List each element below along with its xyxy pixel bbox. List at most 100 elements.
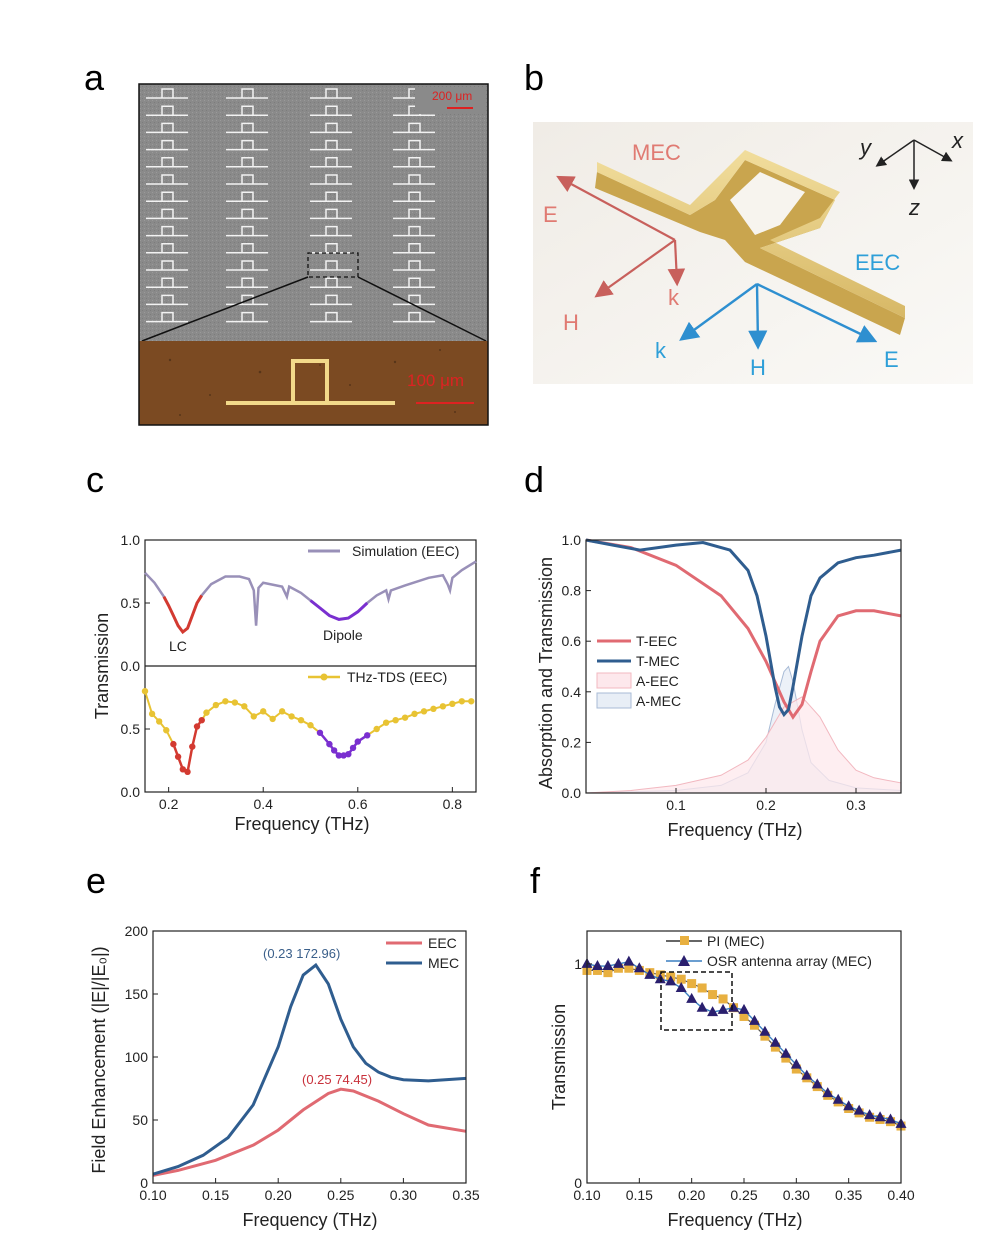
tds-point [269, 715, 276, 723]
line-eec [152, 1087, 467, 1177]
resonator-structure [595, 150, 905, 335]
resonator-unit [146, 122, 188, 134]
resonator-unit [393, 157, 435, 168]
plot-area-e [152, 962, 467, 1177]
osr-marker [644, 968, 656, 979]
osr-marker [780, 1047, 792, 1058]
mec-vectors [556, 175, 686, 298]
optical-image [139, 341, 488, 425]
d-ytick-label: 1.0 [562, 532, 582, 548]
ticks-e: 0.10 0.15 0.20 0.25 0.30 0.35 0 50 100 150 200 [125, 923, 480, 1203]
pi-marker [791, 1064, 801, 1074]
plot-area-d [585, 538, 902, 794]
resonator-unit [310, 191, 352, 202]
osr-marker [769, 1036, 781, 1047]
resonator-unit [393, 174, 435, 185]
tds-point [382, 719, 390, 726]
tds-point [260, 708, 267, 715]
resonator-unit [310, 225, 352, 237]
tds-series [141, 688, 475, 776]
osr-marker [675, 981, 687, 992]
tds-point [439, 703, 447, 710]
f-xtick-label: 0.30 [783, 1187, 810, 1203]
resonator-unit [146, 208, 188, 220]
legend-pi: PI (MEC) [707, 933, 765, 949]
osr-marker [602, 960, 614, 971]
resonator-unit [146, 243, 188, 254]
e-ytick-label: 200 [125, 923, 149, 939]
resonator-unit [310, 260, 352, 271]
resonator-unit [226, 139, 268, 151]
xlabel-e: Frequency (THz) [242, 1210, 377, 1230]
osr-marker [665, 975, 677, 986]
legend-eec: EEC [428, 935, 457, 951]
resonator-unit [310, 208, 352, 220]
tds-point [148, 710, 156, 718]
panel-label-a: a [84, 57, 105, 98]
resonator-unit [393, 243, 435, 254]
plot-area-f [581, 955, 907, 1131]
c-top-ytick-label: 1.0 [121, 532, 141, 548]
resonator-unit [146, 225, 188, 237]
osr-marker [874, 1111, 886, 1122]
sim-series [144, 560, 477, 635]
legend-t-mec: T-MEC [636, 653, 680, 669]
e-xtick-label: 0.35 [452, 1187, 479, 1203]
resonator-unit [310, 174, 352, 185]
resonator-unit [393, 122, 435, 134]
highlight-box-f [660, 971, 733, 1031]
osr-marker [885, 1113, 897, 1124]
resonator-unit [310, 294, 352, 306]
ylabel-f: Transmission [549, 1004, 569, 1110]
resonator-unit [226, 191, 268, 202]
pi-marker [603, 968, 613, 978]
panel-f-chart: 0.10 0.15 0.20 0.25 0.30 0.35 0.40 0 1 PI (MEC) … [549, 930, 915, 1230]
c-xtick-label: 0.2 [159, 796, 179, 812]
tds-point [155, 718, 163, 725]
tds-point [373, 725, 380, 733]
mec-k-label: k [668, 285, 680, 310]
resonator-unit [310, 139, 352, 151]
pi-marker [687, 979, 697, 989]
osr-marker [612, 957, 624, 968]
resonator-unit [393, 208, 435, 220]
pi-marker [592, 965, 602, 975]
resonator-unit [226, 311, 268, 323]
ticks-f: 0.10 0.15 0.20 0.25 0.30 0.35 0.40 0 1 [573, 956, 914, 1203]
c-bot-ytick-label: 0.5 [121, 721, 141, 737]
e-xtick-label: 0.20 [265, 1187, 292, 1203]
mec-e-label: E [543, 202, 558, 227]
tds-point [307, 722, 314, 729]
pi-marker [781, 1053, 791, 1063]
e-xtick-label: 0.15 [202, 1187, 229, 1203]
tds-point [297, 716, 305, 724]
legend-a-mec: A-MEC [636, 693, 681, 709]
tds-point [430, 705, 437, 713]
f-ytick-label: 1 [574, 956, 582, 972]
eec-h-label: H [750, 355, 766, 380]
c-bot-ytick-label: 0.0 [121, 784, 141, 800]
resonator-unit [226, 105, 268, 116]
tds-point [250, 713, 257, 720]
panel-label-d: d [524, 459, 544, 500]
tds-point [420, 708, 428, 715]
tds-point [212, 701, 220, 709]
osr-marker [822, 1087, 834, 1098]
pi-marker [739, 1011, 749, 1021]
dipole-resonance-tds [319, 732, 368, 757]
resonator-unit [146, 311, 188, 323]
osr-marker [633, 962, 645, 973]
pi-marker [613, 963, 623, 973]
osr-marker [623, 955, 635, 966]
tds-point [458, 698, 466, 705]
f-ytick-label: 0 [574, 1175, 582, 1191]
resonator-unit [393, 311, 435, 323]
xlabel-f: Frequency (THz) [667, 1210, 802, 1230]
f-xtick-label: 0.15 [626, 1187, 653, 1203]
osr-marker [853, 1104, 865, 1115]
xlabel-c: Frequency (THz) [234, 814, 369, 834]
annotation-mec-peak: (0.23 172.96) [263, 946, 340, 961]
e-ytick-label: 0 [140, 1175, 148, 1191]
legend-mec: MEC [428, 955, 459, 971]
